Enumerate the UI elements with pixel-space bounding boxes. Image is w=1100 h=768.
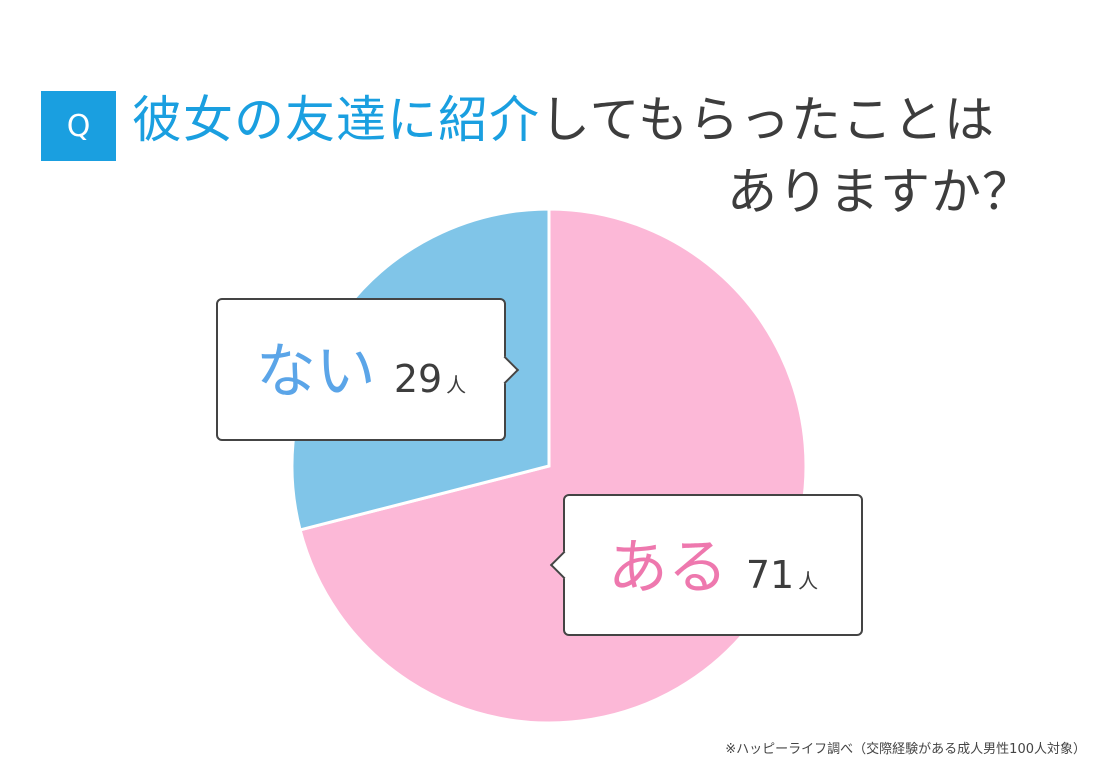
slice-value-nai: 29 [393,357,443,401]
callout-nai: ない 29 人 [216,298,520,441]
title-line2: ありますか？ [727,163,1033,221]
title-rest: してもらったことは [540,91,995,149]
slice-unit-aru: 人 [798,569,819,593]
callout-content: ない 29 人 [256,342,466,402]
chart-title: 彼女の友達に紹介してもらったことは ありますか？ [132,84,1067,228]
slice-unit-nai: 人 [446,373,467,397]
callout-content: ある 71 人 [608,538,818,598]
slice-label-nai: ない [255,337,376,407]
source-footnote: ※ハッピーライフ調べ（交際経験がある成人男性100人対象） [725,742,1086,757]
question-badge: Q [41,91,116,161]
callout-aru: ある 71 人 [549,494,863,636]
title-highlight: 彼女の友達に紹介 [132,91,540,149]
slice-value-aru: 71 [745,553,795,597]
slice-label-aru: ある [607,533,728,603]
